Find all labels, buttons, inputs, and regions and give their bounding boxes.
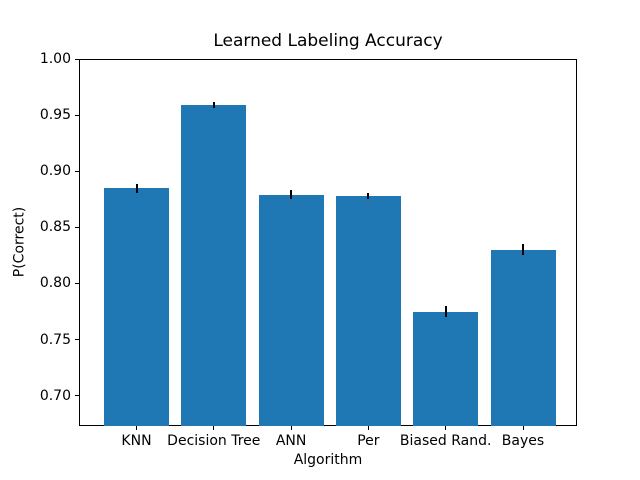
y-tick-label-0.85: 0.85 (39, 219, 71, 236)
x-tick-mark-biased-rand (445, 426, 447, 430)
y-tick-mark-0.85 (75, 226, 79, 228)
y-tick-mark-0.90 (75, 170, 79, 172)
x-tick-mark-knn (136, 426, 137, 430)
x-tick-label-decision-tree: Decision Tree (167, 433, 261, 449)
x-tick-label-biased-rand: Biased Rand. (399, 433, 492, 449)
y-tick-label-0.90: 0.90 (39, 163, 71, 180)
x-tick-mark-bayes (522, 426, 524, 430)
bar-knn (104, 188, 169, 426)
y-tick-label-0.95: 0.95 (39, 107, 71, 124)
x-tick-mark-per (367, 426, 369, 430)
bar-biased-rand (413, 311, 479, 426)
x-tick-label-per: Per (357, 433, 380, 449)
error-bar-biased-rand (444, 305, 447, 318)
bar-bayes (490, 249, 556, 426)
error-bar-decision-tree (212, 101, 215, 109)
y-axis-label: P(Correct) (11, 206, 28, 278)
y-tick-mark-0.80 (75, 282, 79, 284)
x-tick-label-knn: KNN (121, 433, 152, 449)
error-bar-ann (290, 190, 293, 200)
y-tick-label-0.75: 0.75 (39, 331, 71, 348)
error-bar-bayes (522, 244, 524, 256)
x-tick-mark-decision-tree (213, 426, 215, 430)
y-tick-mark-1.00 (75, 58, 79, 60)
y-tick-label-0.80: 0.80 (39, 275, 71, 292)
y-tick-label-1.00: 1.00 (39, 51, 71, 67)
y-tick-label-0.70: 0.70 (39, 387, 71, 404)
bar-per (335, 195, 401, 426)
error-bar-per (367, 192, 370, 200)
y-tick-mark-0.75 (75, 339, 79, 341)
x-tick-label-bayes: Bayes (501, 433, 545, 449)
error-bar-knn (135, 183, 138, 193)
y-tick-mark-0.95 (75, 114, 79, 116)
x-tick-mark-ann (290, 426, 292, 430)
bar-decision-tree (181, 105, 247, 426)
plot-area (79, 59, 577, 426)
x-axis-label: Algorithm (293, 452, 363, 468)
y-tick-mark-0.70 (75, 395, 79, 397)
chart-title: Learned Labeling Accuracy (213, 31, 443, 51)
bar-ann (258, 194, 324, 426)
x-tick-label-ann: ANN (275, 433, 307, 449)
